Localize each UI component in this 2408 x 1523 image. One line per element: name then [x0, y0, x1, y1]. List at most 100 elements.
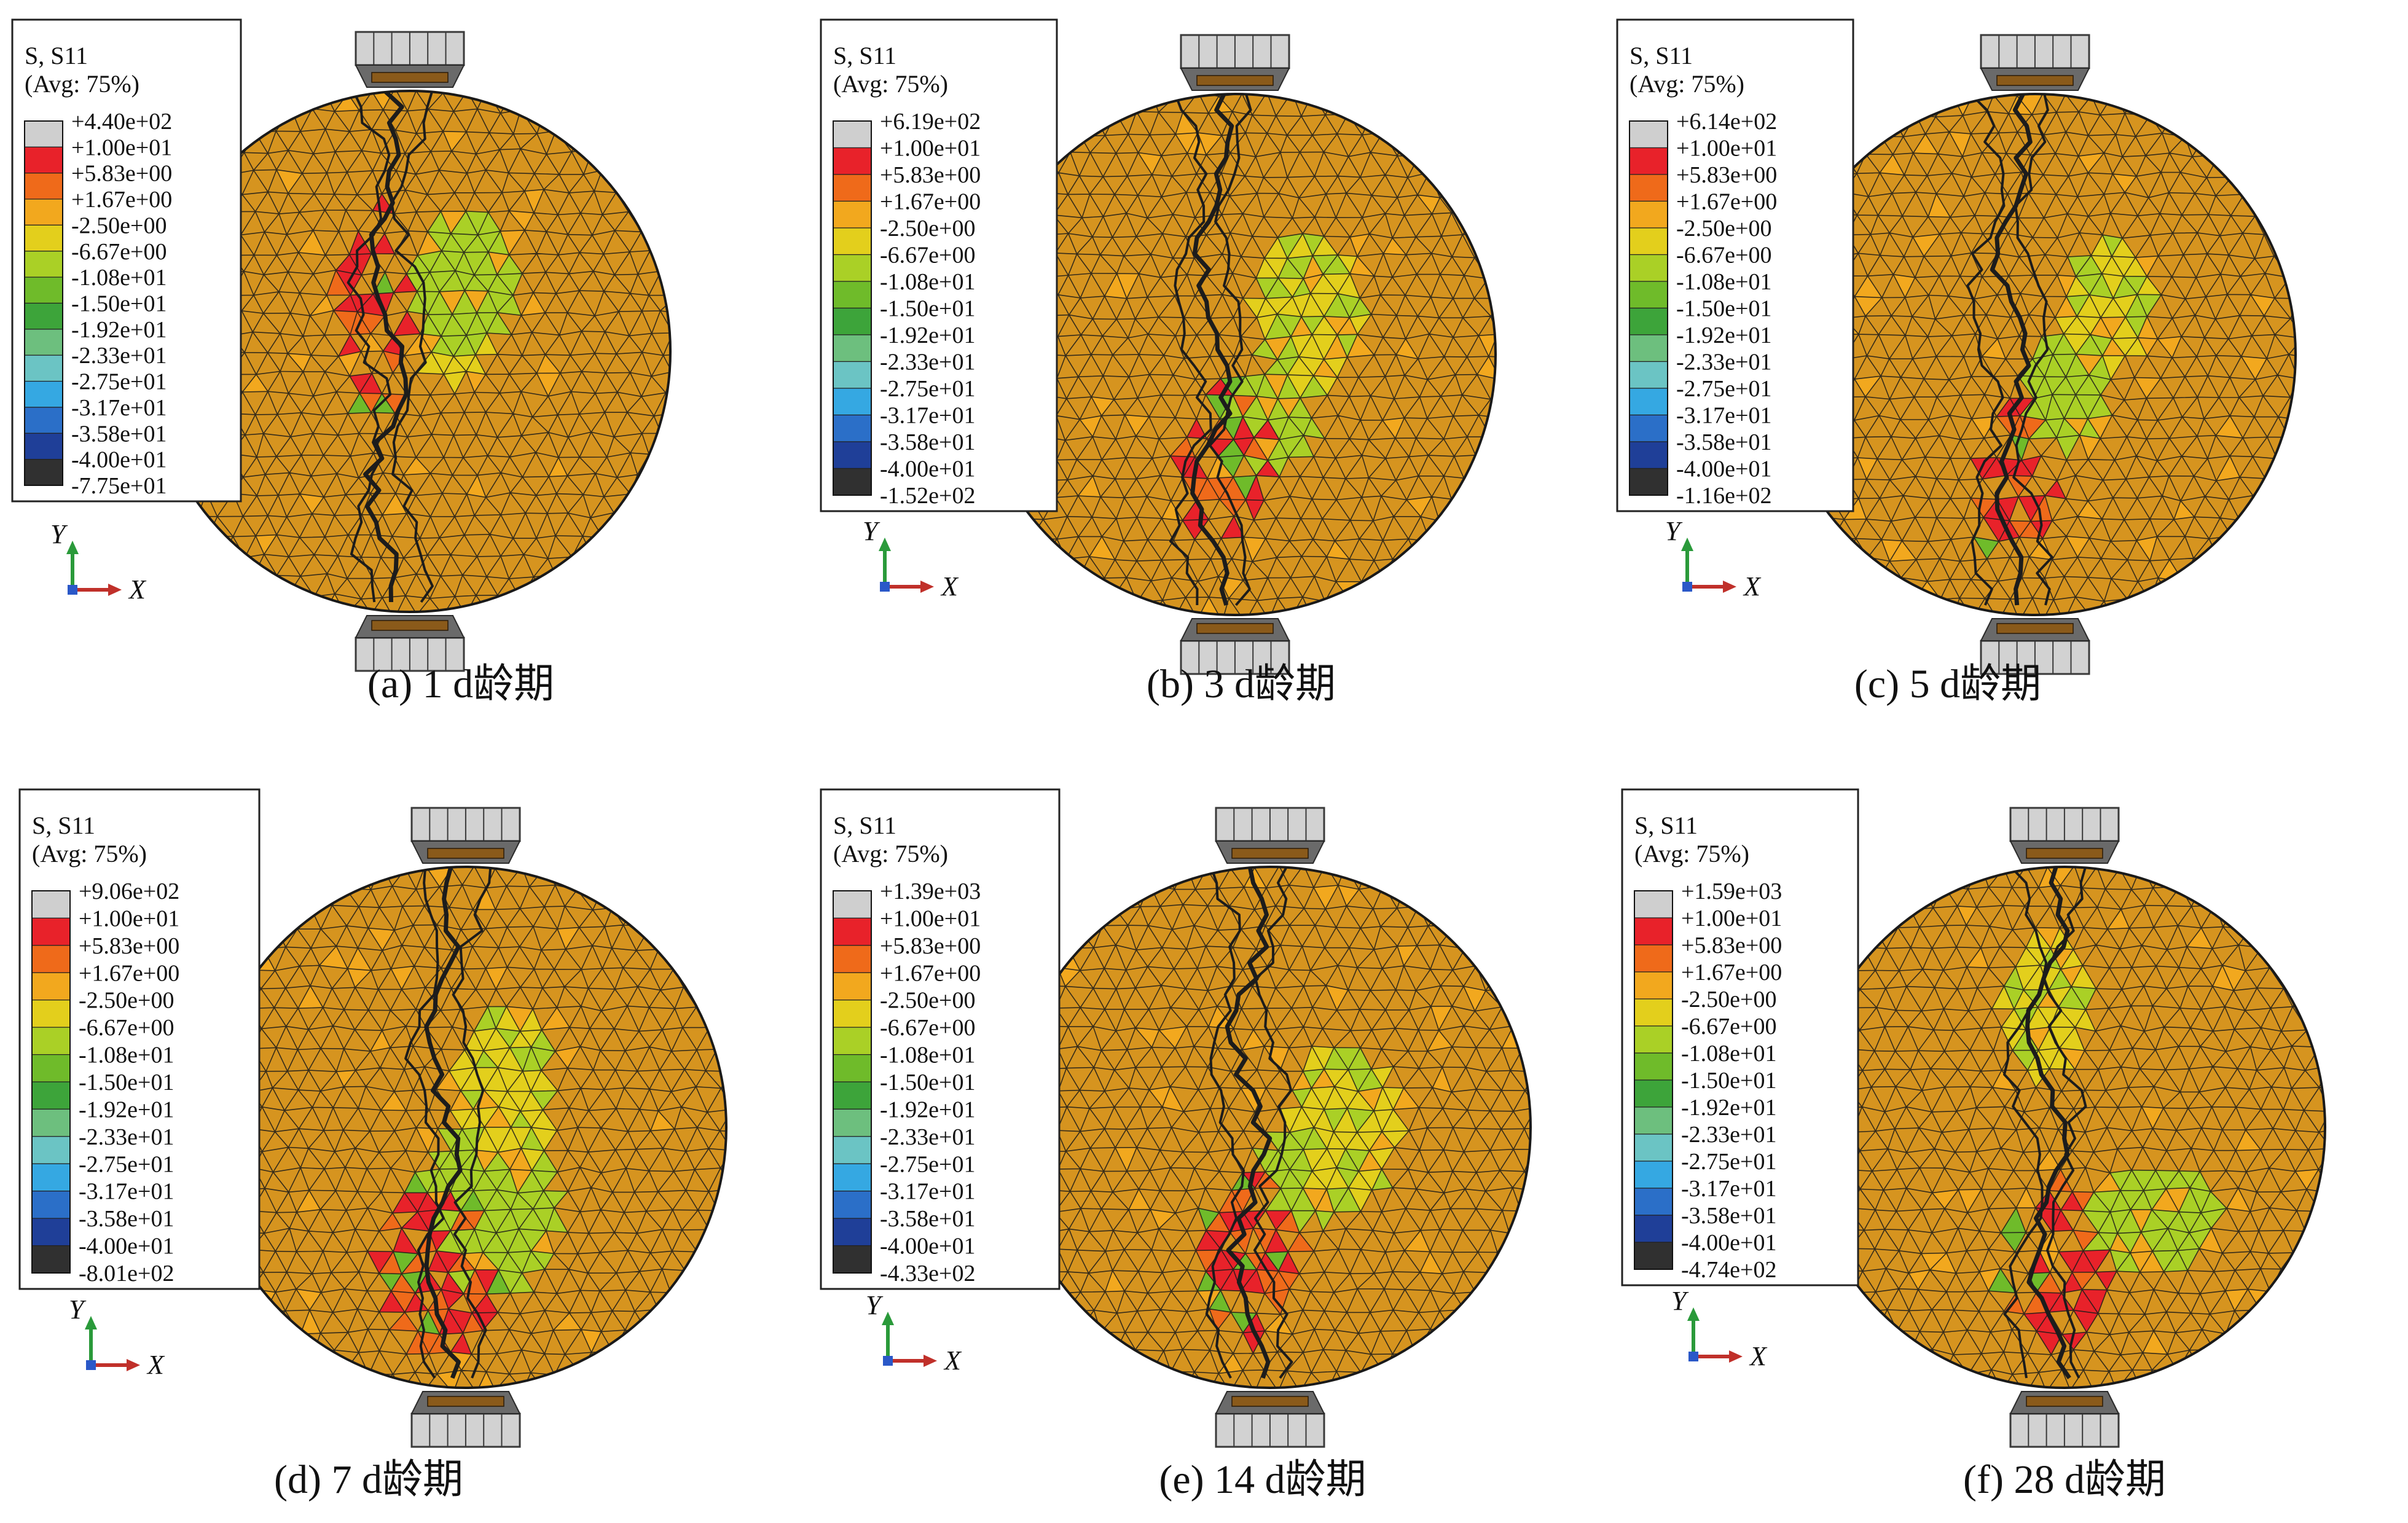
legend-swatch [31, 972, 71, 1001]
legend-swatch [31, 917, 71, 946]
legend-value: -6.67e+00 [71, 239, 167, 265]
legend-swatch [833, 388, 872, 416]
legend-value: -1.08e+01 [1681, 1041, 1776, 1067]
legend-swatch [1634, 1242, 1673, 1270]
legend-value: +6.19e+02 [880, 109, 981, 135]
top-platen [1980, 34, 2090, 91]
legend-swatch [31, 890, 71, 919]
legend-swatch [24, 251, 63, 278]
legend-value: -4.33e+02 [880, 1261, 975, 1286]
legend-swatch [1629, 441, 1668, 469]
legend-swatch [24, 276, 63, 304]
legend-value: +5.83e+00 [880, 162, 981, 188]
crack-line [2003, 867, 2048, 1379]
legend-swatch [31, 1000, 71, 1028]
legend-value: +5.83e+00 [1681, 933, 1782, 958]
legend: S, S11(Avg: 75%) +6.19e+02+1.00e+01+5.83e… [820, 18, 1058, 512]
axis-triad: YX [866, 1290, 962, 1376]
legend-value: +1.00e+01 [71, 135, 172, 160]
legend-value: -6.67e+00 [880, 243, 975, 268]
legend-avg: (Avg: 75%) [833, 840, 948, 867]
legend-value: -6.67e+00 [1676, 243, 1771, 268]
axis-y-label: Y [1665, 516, 1683, 546]
legend-value: -2.50e+00 [71, 213, 167, 238]
legend-swatch [1634, 1188, 1673, 1216]
legend-swatch [1629, 361, 1668, 389]
legend-swatch [1634, 890, 1673, 918]
legend-title: S, S11 [833, 812, 896, 839]
legend-value: -6.67e+00 [1681, 1014, 1776, 1039]
legend-value: -3.58e+01 [880, 1206, 975, 1232]
legend-value: -2.50e+00 [1681, 987, 1776, 1012]
axis-x-label: X [1749, 1341, 1768, 1371]
legend-value: -7.75e+01 [71, 473, 167, 499]
axis-y-label: Y [863, 516, 880, 546]
crack-line [1225, 867, 1273, 1379]
legend-swatch [833, 200, 872, 229]
legend-value: +5.83e+00 [71, 161, 172, 187]
panel-caption: (f) 28 d龄期 [1963, 1457, 2166, 1502]
disk-mesh [1010, 867, 1531, 1388]
legend-swatch [833, 307, 872, 335]
legend-swatch [31, 1245, 71, 1274]
legend-swatch [31, 1218, 71, 1247]
legend-value: -3.17e+01 [880, 1179, 975, 1205]
top-platen [355, 31, 465, 88]
axis-y-label: Y [69, 1294, 87, 1325]
panel-c: S, S11(Avg: 75%) +6.14e+02+1.00e+01+5.83e… [1616, 18, 2297, 707]
legend-value: -1.52e+02 [880, 483, 975, 509]
legend-value: +5.83e+00 [880, 933, 981, 959]
legend-value: -6.67e+00 [79, 1015, 174, 1041]
legend-value: -3.58e+01 [79, 1206, 174, 1232]
legend-value: -4.00e+01 [71, 447, 167, 473]
legend-swatch [31, 1163, 71, 1192]
legend-swatch [24, 198, 63, 226]
legend-value: -4.00e+01 [1681, 1230, 1776, 1256]
legend-swatch [31, 1191, 71, 1219]
panel-d: S, S11(Avg: 75%) +9.06e+02+1.00e+01+5.83e… [18, 788, 727, 1502]
legend-swatch [1629, 200, 1668, 229]
legend-swatch [833, 1136, 872, 1164]
legend-value: -3.17e+01 [880, 403, 975, 429]
legend-swatch [1629, 227, 1668, 256]
legend-swatch [1634, 944, 1673, 973]
legend-swatch [833, 972, 872, 1001]
legend: S, S11(Avg: 75%) +9.06e+02+1.00e+01+5.83e… [18, 788, 261, 1290]
crack-line [2025, 867, 2071, 1379]
crack-line [1253, 867, 1293, 1379]
legend-value: -1.92e+01 [79, 1097, 174, 1122]
legend-swatch [1634, 1161, 1673, 1189]
legend-value: -2.33e+01 [880, 350, 975, 375]
legend-value: -2.75e+01 [71, 369, 167, 395]
crack-line [452, 867, 492, 1379]
axis-x-label: X [128, 574, 147, 605]
panel-caption: (e) 14 d龄期 [1159, 1457, 1366, 1502]
legend-swatch [833, 1027, 872, 1055]
legend-value: -4.00e+01 [79, 1234, 174, 1259]
top-platen [1180, 34, 1290, 91]
legend-value: -1.50e+01 [1681, 1068, 1776, 1094]
legend-swatch [24, 302, 63, 330]
crack-line [347, 91, 392, 603]
legend-value: -3.58e+01 [71, 421, 167, 447]
legend-title: S, S11 [32, 812, 95, 839]
legend-swatch [24, 380, 63, 408]
crack-line [1209, 94, 1252, 606]
legend: S, S11(Avg: 75%) +1.39e+03+1.00e+01+5.83e… [820, 788, 1061, 1290]
legend-swatch [833, 1108, 872, 1137]
legend-swatch [833, 890, 872, 919]
legend-swatch [833, 468, 872, 496]
legend-value: -1.08e+01 [1676, 269, 1771, 295]
legend-value: -1.08e+01 [79, 1043, 174, 1068]
legend-title: S, S11 [25, 42, 88, 69]
top-platen [410, 807, 521, 864]
legend-avg: (Avg: 75%) [25, 70, 139, 98]
legend-value: -1.16e+02 [1676, 483, 1771, 509]
legend-value: +1.67e+00 [880, 189, 981, 215]
legend-swatch [833, 441, 872, 469]
bottom-platen [1980, 618, 2090, 675]
bottom-platen [2009, 1391, 2120, 1448]
legend-value: -4.74e+02 [1681, 1257, 1776, 1283]
legend-value: -1.92e+01 [880, 323, 975, 348]
